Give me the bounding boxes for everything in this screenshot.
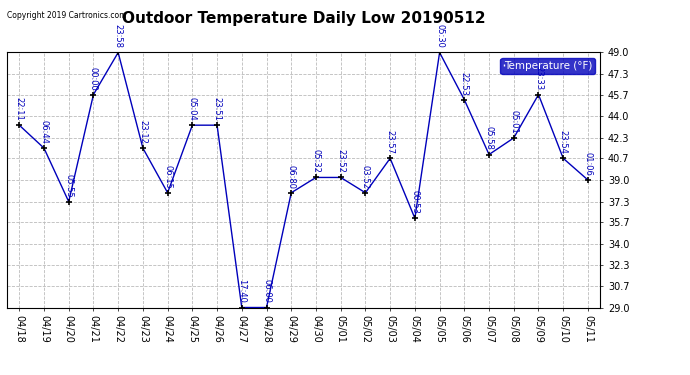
Text: 22:53: 22:53 [460, 72, 469, 96]
Text: 05:32: 05:32 [311, 149, 320, 173]
Text: 00:00: 00:00 [89, 67, 98, 90]
Text: 05:04: 05:04 [188, 97, 197, 121]
Text: 23:51: 23:51 [213, 97, 221, 121]
Text: 05:55: 05:55 [64, 174, 73, 198]
Text: 23:52: 23:52 [336, 149, 345, 173]
Text: 23:12: 23:12 [139, 120, 148, 144]
Text: 05:58: 05:58 [484, 126, 493, 150]
Text: 06:15: 06:15 [163, 165, 172, 189]
Text: 22:11: 22:11 [14, 97, 23, 121]
Text: 03:52: 03:52 [361, 165, 370, 189]
Text: 01:06: 01:06 [584, 152, 593, 176]
Text: 23:54: 23:54 [559, 130, 568, 154]
Text: 23:57: 23:57 [386, 130, 395, 154]
Text: 05:30: 05:30 [435, 24, 444, 48]
Text: 06:80: 06:80 [287, 165, 296, 189]
Text: 06:44: 06:44 [39, 120, 48, 144]
Text: 05:01: 05:01 [509, 110, 518, 134]
Text: Copyright 2019 Cartronics.com: Copyright 2019 Cartronics.com [7, 11, 126, 20]
Text: 23:33: 23:33 [534, 66, 543, 90]
Text: 06:00: 06:00 [262, 279, 271, 303]
Text: 00:53: 00:53 [411, 190, 420, 214]
Legend: Temperature (°F): Temperature (°F) [500, 58, 595, 74]
Text: 17:40: 17:40 [237, 279, 246, 303]
Text: Outdoor Temperature Daily Low 20190512: Outdoor Temperature Daily Low 20190512 [122, 11, 485, 26]
Text: 23:58: 23:58 [114, 24, 123, 48]
